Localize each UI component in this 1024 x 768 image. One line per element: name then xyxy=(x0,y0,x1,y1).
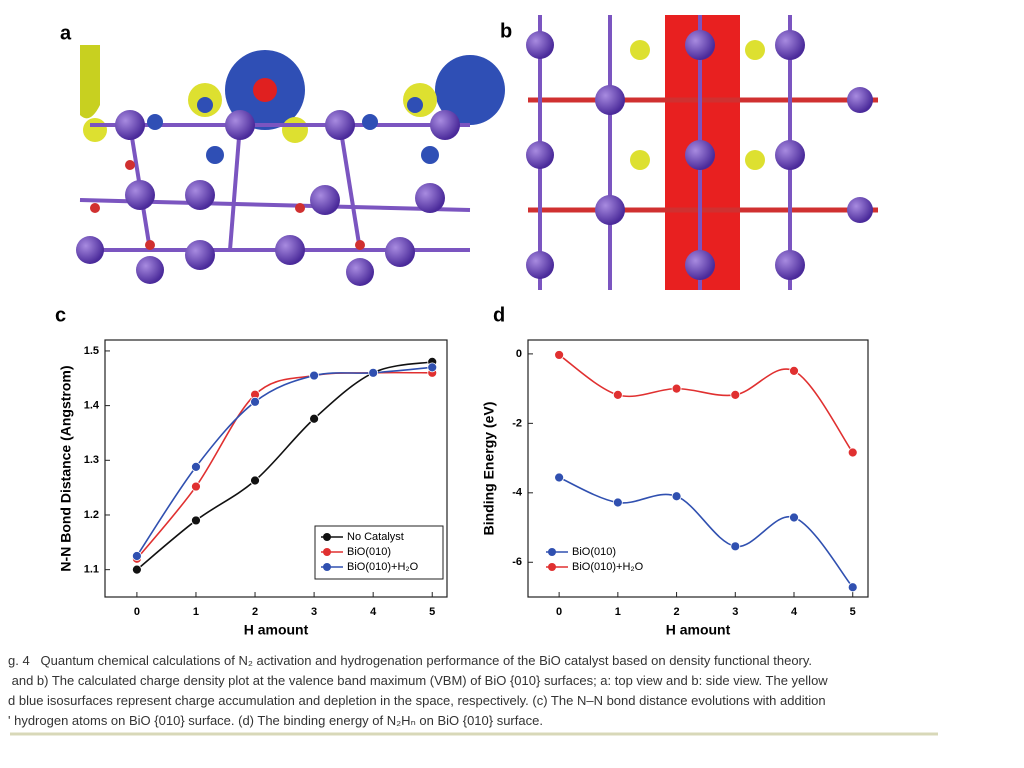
plot-frame xyxy=(527,339,869,598)
panel-label: c xyxy=(55,304,66,326)
panel-label: d xyxy=(493,304,505,326)
legend-marker xyxy=(548,563,556,571)
x-tick-label: 3 xyxy=(732,606,738,618)
data-point xyxy=(554,350,565,360)
legend-box xyxy=(540,541,668,579)
y-tick-label: -2 xyxy=(512,417,522,429)
y-tick-label: 1.1 xyxy=(84,564,99,576)
data-point xyxy=(671,491,682,502)
data-point xyxy=(554,472,565,483)
data-point xyxy=(191,481,201,492)
x-tick-label: 3 xyxy=(311,606,317,618)
legend-marker xyxy=(323,533,331,541)
x-tick-label: 0 xyxy=(556,606,562,618)
legend-label: BiO(010) xyxy=(347,546,391,558)
data-point xyxy=(250,475,260,486)
data-point xyxy=(191,515,201,526)
data-point xyxy=(847,447,858,458)
caption-line: g. 4 Quantum chemical calculations of N₂… xyxy=(8,653,813,668)
legend-label: BiO(010)+H₂O xyxy=(347,561,419,573)
data-point xyxy=(612,389,623,400)
data-point xyxy=(191,461,201,472)
x-axis-label: H amount xyxy=(666,622,731,638)
data-point xyxy=(309,413,319,424)
data-point xyxy=(309,370,319,381)
data-point xyxy=(131,551,142,561)
y-tick-label: -4 xyxy=(512,487,523,499)
y-tick-label: -6 xyxy=(512,556,522,568)
x-tick-label: 0 xyxy=(134,606,140,618)
data-point xyxy=(671,383,682,394)
x-tick-label: 2 xyxy=(252,606,258,618)
data-point xyxy=(427,362,438,373)
x-tick-label: 4 xyxy=(370,606,377,618)
y-tick-label: 1.2 xyxy=(84,509,99,521)
legend-marker xyxy=(548,548,556,556)
legend-label: BiO(010) xyxy=(572,546,616,558)
caption-line: ' hydrogen atoms on BiO {010} surface. (… xyxy=(8,713,543,728)
data-point xyxy=(730,389,741,400)
y-tick-label: 1.4 xyxy=(84,400,100,412)
y-tick-label: 1.3 xyxy=(84,454,99,466)
data-point xyxy=(789,366,799,376)
panel-b-image xyxy=(526,15,878,290)
x-tick-label: 1 xyxy=(615,606,621,618)
y-axis-label: Binding Energy (eV) xyxy=(481,402,497,536)
x-tick-label: 2 xyxy=(674,606,680,618)
data-point xyxy=(730,541,741,552)
y-tick-label: 0 xyxy=(516,348,522,360)
plot-frame xyxy=(104,339,448,598)
y-tick-label: 1.5 xyxy=(84,345,99,357)
x-axis-label: H amount xyxy=(244,622,309,638)
data-point xyxy=(789,512,799,523)
data-point xyxy=(131,564,142,575)
y-axis-label: N-N Bond Distance (Angstrom) xyxy=(58,365,74,571)
caption-line: and b) The calculated charge density plo… xyxy=(8,673,828,688)
legend-marker xyxy=(323,548,331,556)
data-point xyxy=(250,396,260,407)
data-point xyxy=(847,582,858,593)
panel-a-image xyxy=(76,45,505,290)
panel-label: b xyxy=(500,20,512,42)
panel-label: a xyxy=(60,22,72,44)
data-point xyxy=(368,367,379,378)
legend-label: BiO(010)+H₂O xyxy=(572,561,644,573)
legend-label: No Catalyst xyxy=(347,531,404,543)
series-line xyxy=(558,354,854,453)
x-tick-label: 4 xyxy=(791,606,798,618)
caption-line: d blue isosurfaces represent charge accu… xyxy=(8,693,826,708)
data-point xyxy=(612,497,623,508)
legend-marker xyxy=(323,563,331,571)
x-tick-label: 5 xyxy=(850,606,856,618)
x-tick-label: 5 xyxy=(429,606,435,618)
x-tick-label: 1 xyxy=(193,606,199,618)
